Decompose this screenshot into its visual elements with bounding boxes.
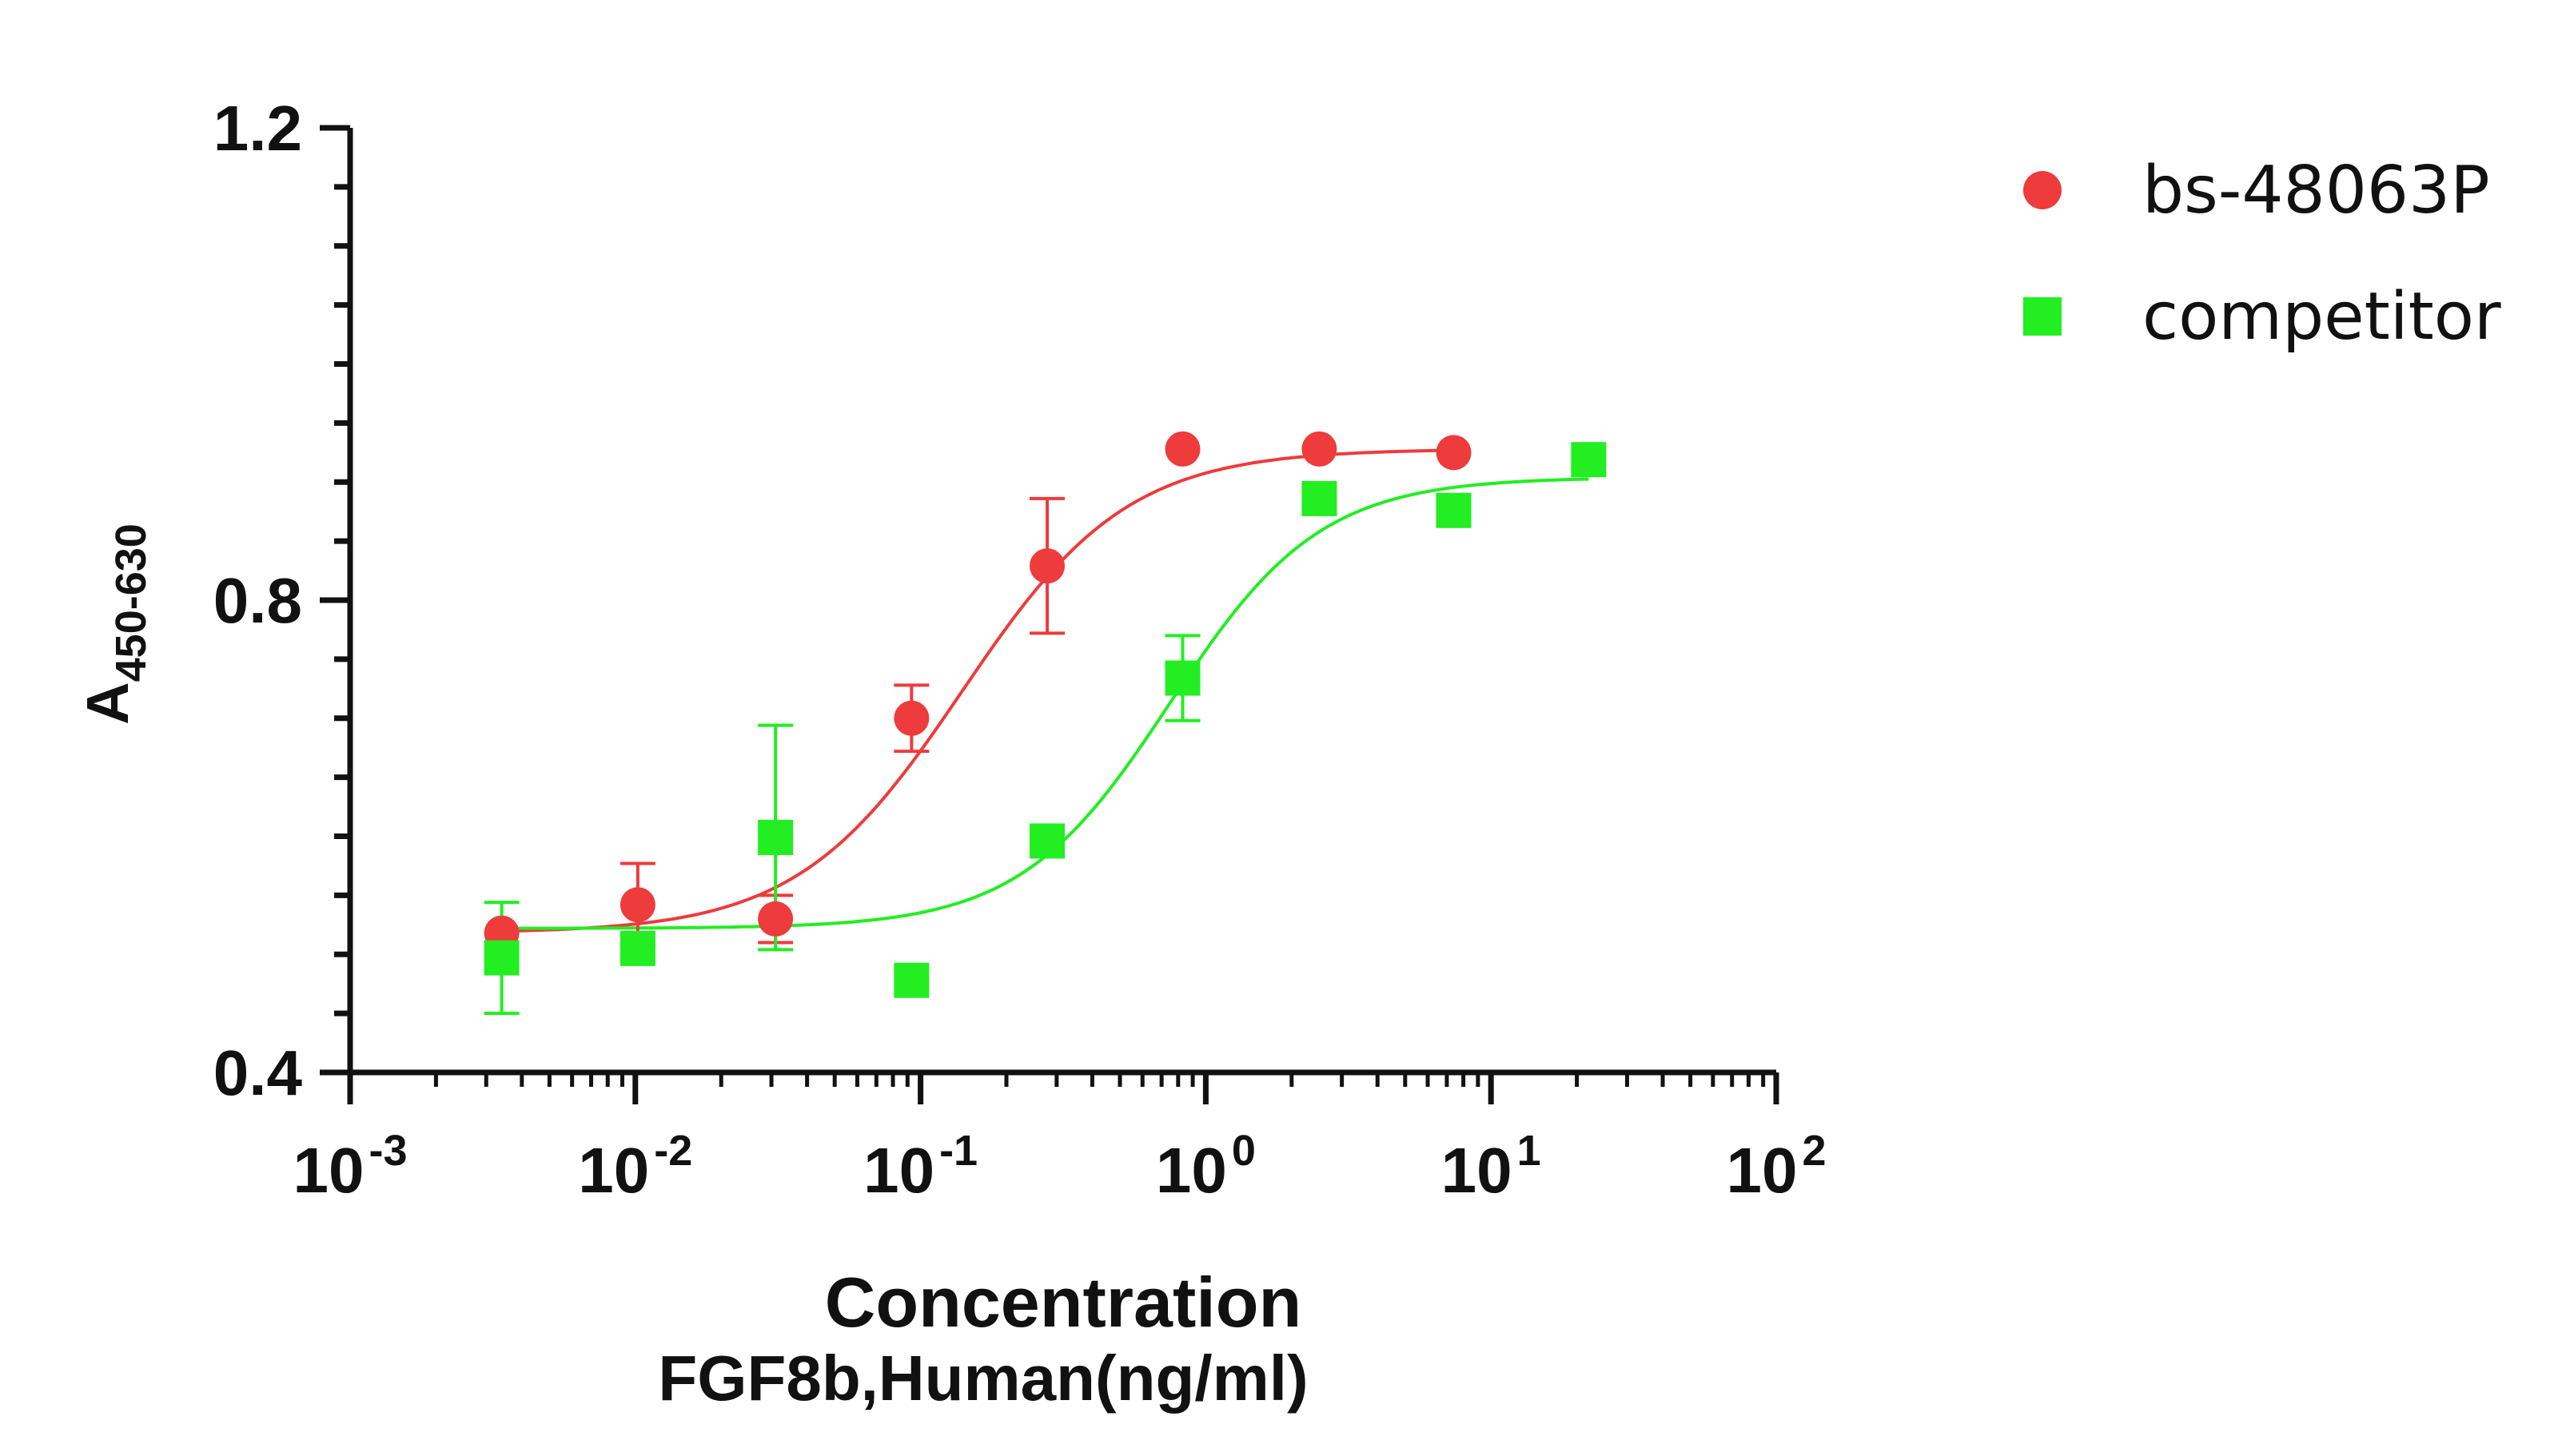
x-tick-label: 10 1 xyxy=(1441,1127,1541,1206)
data-point-bs-48063P xyxy=(1030,548,1066,584)
x-tick-label-base: 10 xyxy=(293,1135,365,1206)
x-tick-label: 10 -1 xyxy=(863,1127,978,1206)
y-axis: 0.4 0.8 1.2 xyxy=(213,93,353,1108)
x-tick-label: 10 2 xyxy=(1726,1127,1826,1206)
y-axis-title-main: A xyxy=(74,682,141,724)
fit-curves xyxy=(501,448,1589,933)
data-points xyxy=(484,431,1607,998)
y-tick-label: 0.4 xyxy=(213,1037,303,1108)
error-bars xyxy=(484,496,1201,1016)
x-tick-label-base: 10 xyxy=(578,1135,649,1206)
y-axis-title-subscript: 450-630 xyxy=(107,523,155,682)
x-tick-label: 10 -3 xyxy=(293,1127,408,1206)
x-axis: 10 -3 10 -2 10 -1 10 0 10 1 10 2 xyxy=(293,1069,1827,1206)
legend-label-bs-48063P: bs-48063P xyxy=(2142,153,2490,229)
data-point-bs-48063P xyxy=(758,901,794,937)
fit-curve-competitor xyxy=(501,477,1589,930)
y-tick-label: 0.8 xyxy=(213,565,302,636)
data-point-competitor xyxy=(1165,660,1201,696)
x-axis-title: Concentration xyxy=(825,1263,1301,1342)
x-tick-label-exponent: -3 xyxy=(369,1127,407,1175)
data-point-competitor xyxy=(758,819,794,855)
x-axis-unit-label: FGF8b,Human(ng/ml) xyxy=(658,1343,1308,1414)
data-point-competitor xyxy=(484,940,520,976)
data-point-competitor xyxy=(1436,492,1472,528)
x-tick-label: 10 0 xyxy=(1156,1127,1256,1206)
x-tick-label: 10 -2 xyxy=(578,1127,692,1206)
x-tick-label-exponent: 1 xyxy=(1517,1127,1541,1175)
data-point-competitor xyxy=(1571,442,1607,478)
legend-marker-competitor xyxy=(2023,297,2062,336)
fit-curve-bs-48063P xyxy=(501,448,1454,933)
y-tick-label: 1.2 xyxy=(213,93,302,164)
x-tick-label-base: 10 xyxy=(1156,1135,1227,1206)
data-point-competitor xyxy=(1030,823,1066,859)
data-point-bs-48063P xyxy=(1436,435,1472,471)
data-point-bs-48063P xyxy=(1301,431,1337,467)
x-tick-label-exponent: 2 xyxy=(1802,1127,1826,1175)
x-tick-label-base: 10 xyxy=(863,1135,934,1206)
legend-label-competitor: competitor xyxy=(2142,279,2501,355)
data-point-bs-48063P xyxy=(1165,431,1201,467)
plot-area xyxy=(484,431,1607,1016)
legend-marker-bs-48063P xyxy=(2023,171,2062,209)
x-tick-label-exponent: 0 xyxy=(1232,1127,1256,1175)
data-point-competitor xyxy=(1301,480,1337,516)
x-tick-label-base: 10 xyxy=(1726,1135,1797,1206)
x-tick-label-exponent: -1 xyxy=(939,1127,978,1175)
y-axis-title: A450-630 xyxy=(74,523,155,725)
data-point-bs-48063P xyxy=(894,700,930,736)
x-tick-label-exponent: -2 xyxy=(654,1127,692,1175)
legend: bs-48063P competitor xyxy=(2023,153,2501,355)
x-tick-label-base: 10 xyxy=(1441,1135,1512,1206)
data-point-competitor xyxy=(894,962,930,998)
data-point-competitor xyxy=(620,930,655,966)
data-point-bs-48063P xyxy=(620,887,655,923)
